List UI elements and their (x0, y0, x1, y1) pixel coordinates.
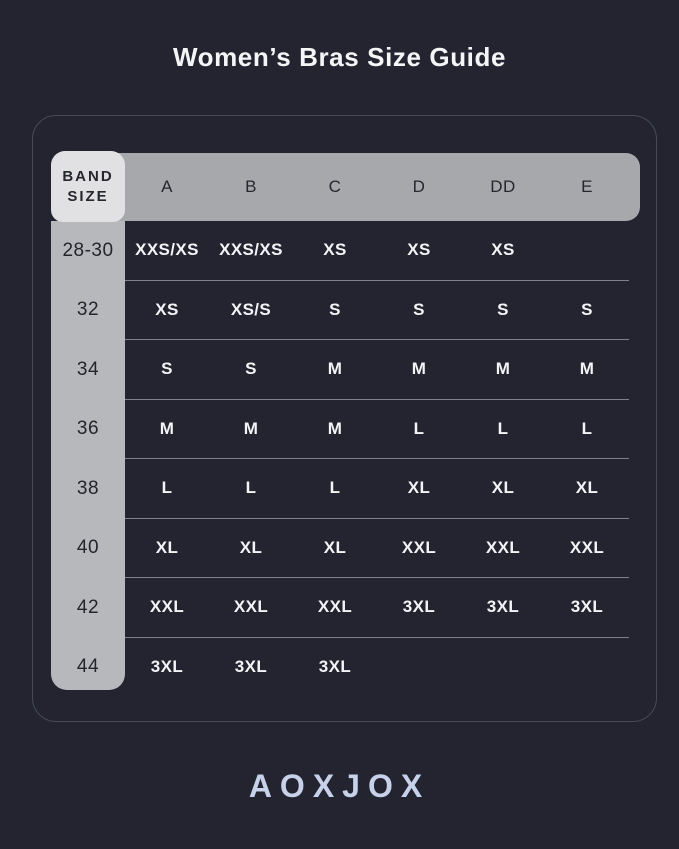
size-cell: M (327, 359, 343, 379)
size-cell: XL (239, 537, 263, 557)
size-cell (545, 638, 629, 698)
size-cell: L (581, 418, 593, 438)
size-cell: XXL (233, 597, 269, 617)
size-cell: 3XL (318, 657, 352, 677)
band-size-label: 36 (76, 418, 100, 440)
size-cell: XS (323, 240, 347, 260)
size-cell: XL (323, 537, 347, 557)
size-cell: XL (407, 478, 431, 498)
size-cell: XXS/XS (135, 240, 199, 260)
size-cell: L (413, 418, 425, 438)
brand-logo: AOXJOX (248, 768, 431, 804)
table-row-32: 32 XS XS/S S S S S (51, 281, 629, 340)
size-cell: XXL (485, 537, 521, 557)
band-size-label: 34 (76, 358, 100, 380)
size-cell: XS (155, 299, 179, 319)
size-cell: XL (491, 478, 515, 498)
row-cells: L L L XL XL XL (125, 459, 629, 519)
size-cell: L (329, 478, 341, 498)
size-cell: S (161, 359, 173, 379)
column-header-dd: DD (490, 177, 516, 196)
band-size-label: 44 (76, 656, 100, 678)
size-cell: XL (155, 537, 179, 557)
size-cell: 3XL (570, 597, 604, 617)
cup-size-column-headers: A B C D DD E (125, 153, 629, 221)
band-size-corner-cell: BAND SIZE (51, 151, 125, 222)
band-size-label: 38 (76, 477, 100, 499)
column-header-b: B (245, 177, 257, 196)
table-row-40: 40 XL XL XL XXL XXL XXL (51, 519, 629, 578)
size-cell: M (495, 359, 511, 379)
size-cell: M (411, 359, 427, 379)
row-cells: XS XS/S S S S S (125, 281, 629, 340)
table-header-row (51, 153, 640, 221)
size-cell: XS/S (230, 299, 272, 319)
table-row-28-30: 28-30 XXS/XS XXS/XS XS XS XS (51, 221, 629, 281)
size-cell: S (497, 299, 509, 319)
size-cell: XS (407, 240, 431, 260)
size-cell: S (245, 359, 257, 379)
size-cell: M (243, 418, 259, 438)
size-cell: M (327, 418, 343, 438)
column-header-d: D (412, 177, 426, 196)
band-size-label: 40 (76, 537, 100, 559)
size-table-card (32, 115, 657, 722)
size-cell: M (579, 359, 595, 379)
size-cell (377, 638, 461, 698)
size-cell: 3XL (402, 597, 436, 617)
size-cell: XXS/XS (219, 240, 283, 260)
band-size-label: 28-30 (62, 239, 114, 261)
band-size-column (51, 221, 125, 690)
size-cell: XS (491, 240, 515, 260)
row-cells: 3XL 3XL 3XL (125, 638, 629, 698)
band-size-label: 32 (76, 299, 100, 321)
row-cells: S S M M M M (125, 340, 629, 400)
size-cell: S (581, 299, 593, 319)
size-cell: L (497, 418, 509, 438)
row-cells: XXL XXL XXL 3XL 3XL 3XL (125, 578, 629, 638)
column-header-c: C (328, 177, 342, 196)
size-cell: S (329, 299, 341, 319)
size-cell (545, 221, 629, 280)
size-cell (461, 638, 545, 698)
table-row-38: 38 L L L XL XL XL (51, 459, 629, 519)
size-cell: 3XL (486, 597, 520, 617)
corner-label-line2: SIZE (67, 187, 109, 205)
page-title: Women’s Bras Size Guide (172, 42, 507, 72)
row-cells: XL XL XL XXL XXL XXL (125, 519, 629, 578)
row-cells: M M M L L L (125, 400, 629, 459)
size-cell: XXL (149, 597, 185, 617)
size-cell: 3XL (234, 657, 268, 677)
size-cell: XL (575, 478, 599, 498)
corner-label-line1: BAND (62, 168, 114, 185)
size-cell: L (245, 478, 257, 498)
table-row-34: 34 S S M M M M (51, 340, 629, 400)
column-header-a: A (161, 177, 173, 196)
column-header-e: E (581, 177, 593, 196)
table-body: 28-30 XXS/XS XXS/XS XS XS XS 32 XS XS/S … (51, 221, 629, 697)
size-cell: XXL (401, 537, 437, 557)
size-cell: L (161, 478, 173, 498)
table-row-36: 36 M M M L L L (51, 400, 629, 459)
size-cell: XXL (317, 597, 353, 617)
table-row-42: 42 XXL XXL XXL 3XL 3XL 3XL (51, 578, 629, 638)
table-row-44: 44 3XL 3XL 3XL (51, 638, 629, 698)
size-cell: 3XL (150, 657, 184, 677)
size-cell: S (413, 299, 425, 319)
band-size-label: 42 (76, 596, 100, 618)
row-cells: XXS/XS XXS/XS XS XS XS (125, 221, 629, 281)
size-cell: XXL (569, 537, 605, 557)
size-cell: M (159, 418, 175, 438)
